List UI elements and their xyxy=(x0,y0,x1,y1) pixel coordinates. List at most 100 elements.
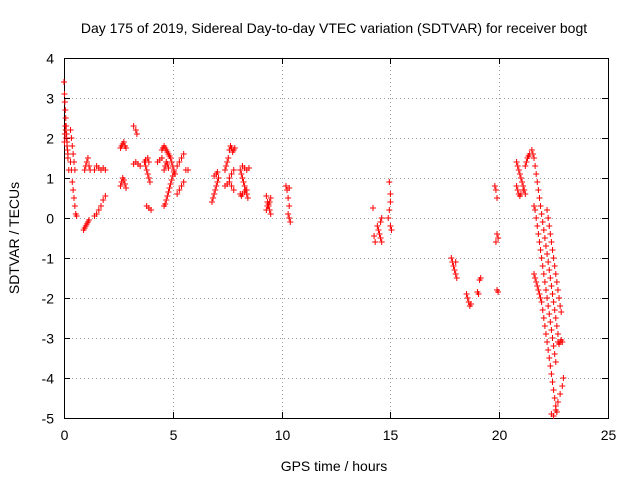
data-point xyxy=(546,267,553,273)
data-point xyxy=(214,179,221,185)
data-point xyxy=(166,185,173,191)
data-point xyxy=(550,413,557,419)
data-point xyxy=(542,287,549,293)
x-tick-label: 25 xyxy=(601,427,617,443)
data-point xyxy=(552,359,559,365)
data-point xyxy=(534,179,541,185)
data-point xyxy=(91,167,98,173)
data-point xyxy=(544,207,551,213)
data-point xyxy=(540,315,547,321)
data-point xyxy=(245,165,252,171)
data-point xyxy=(475,291,482,297)
data-point xyxy=(102,167,109,173)
data-point xyxy=(546,223,553,229)
data-point xyxy=(286,203,293,209)
data-point xyxy=(539,263,546,269)
data-point xyxy=(545,215,552,221)
data-point xyxy=(519,179,526,185)
data-point xyxy=(62,115,69,121)
data-point xyxy=(541,279,548,285)
data-point xyxy=(133,131,140,137)
data-point xyxy=(537,203,544,209)
data-point xyxy=(176,187,183,193)
data-point xyxy=(494,231,501,237)
data-point xyxy=(228,171,235,177)
data-point xyxy=(514,187,521,193)
data-point xyxy=(520,187,527,193)
data-point xyxy=(533,171,540,177)
data-point xyxy=(213,183,220,189)
data-point xyxy=(548,239,555,245)
data-point xyxy=(71,195,78,201)
data-point xyxy=(537,247,544,253)
data-point xyxy=(158,155,165,161)
data-point xyxy=(225,155,232,161)
data-point xyxy=(71,167,78,173)
data-point xyxy=(554,287,561,293)
data-point xyxy=(163,197,170,203)
data-point xyxy=(547,319,554,325)
data-point xyxy=(68,135,75,141)
data-point xyxy=(165,189,172,195)
data-point xyxy=(529,151,536,157)
data-point xyxy=(170,169,177,175)
data-point xyxy=(492,187,499,193)
data-point xyxy=(531,203,538,209)
data-point xyxy=(517,175,524,181)
data-point xyxy=(463,291,470,297)
data-point xyxy=(549,379,556,385)
data-point xyxy=(536,195,543,201)
data-point xyxy=(557,391,564,397)
data-point xyxy=(451,267,458,273)
data-point xyxy=(61,99,68,105)
data-point xyxy=(540,271,547,277)
data-point xyxy=(547,275,554,281)
data-point xyxy=(266,199,273,205)
data-point xyxy=(452,271,459,277)
data-point xyxy=(222,167,229,173)
data-point xyxy=(377,219,384,225)
data-point xyxy=(86,163,93,169)
data-point xyxy=(556,295,563,301)
data-point xyxy=(100,197,107,203)
data-point xyxy=(545,347,552,353)
data-point xyxy=(238,171,245,177)
data-point xyxy=(544,251,551,257)
data-point xyxy=(120,177,127,183)
x-tick-label: 5 xyxy=(170,427,178,443)
data-point xyxy=(228,183,235,189)
data-point xyxy=(375,227,382,233)
y-tick-label: 4 xyxy=(46,51,54,67)
data-point xyxy=(560,375,567,381)
data-point xyxy=(559,383,566,389)
data-point xyxy=(145,175,152,181)
data-point xyxy=(267,211,274,217)
data-point xyxy=(386,179,393,185)
data-point xyxy=(541,323,548,329)
grid-lines xyxy=(64,58,608,418)
data-point xyxy=(464,295,471,301)
data-point xyxy=(71,159,78,165)
data-point xyxy=(534,223,541,229)
data-point xyxy=(548,327,555,333)
data-point xyxy=(552,271,559,277)
data-point xyxy=(61,139,68,145)
data-point xyxy=(531,271,538,277)
data-point xyxy=(61,131,68,137)
data-point xyxy=(532,163,539,169)
x-axis-label: GPS time / hours xyxy=(281,458,388,474)
y-tick-label: 2 xyxy=(46,131,54,147)
data-point xyxy=(69,179,76,185)
data-point xyxy=(212,187,219,193)
data-point xyxy=(557,303,564,309)
data-point xyxy=(174,191,181,197)
data-point xyxy=(208,199,215,205)
data-point xyxy=(537,295,544,301)
data-markers xyxy=(61,79,567,419)
x-tick-label: 20 xyxy=(492,427,508,443)
data-point xyxy=(263,207,270,213)
y-tick-label: -2 xyxy=(42,291,55,307)
data-point xyxy=(286,215,293,221)
data-point xyxy=(551,263,558,269)
